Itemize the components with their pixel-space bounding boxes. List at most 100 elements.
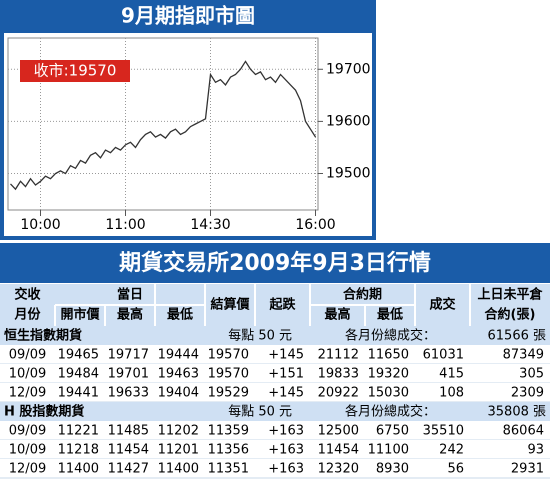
cell: 12/09 (9, 462, 46, 477)
cell: 11351 (208, 462, 249, 477)
cell: 10/09 (9, 367, 46, 382)
x-tick-label: 10:00 (20, 217, 60, 233)
price-line (10, 60, 317, 191)
cell: 11218 (58, 443, 99, 458)
cell: 11400 (158, 462, 199, 477)
header-label: 起跌 (268, 297, 296, 313)
row-bg (0, 364, 550, 383)
cell: +163 (268, 424, 304, 439)
cell: 8930 (376, 462, 409, 477)
cell: 10/09 (9, 443, 46, 458)
chart-title: 9月期指即市圖 (121, 4, 255, 28)
header-label: 上日未平倉 (477, 287, 543, 303)
cell: 19441 (58, 386, 99, 401)
cell: +145 (268, 348, 304, 363)
header-label: 合約(張) (485, 307, 536, 323)
cell: 11427 (108, 462, 149, 477)
section-total: 61566 張 (488, 329, 547, 344)
cell: 19404 (158, 386, 199, 401)
cell: 21112 (318, 348, 359, 363)
cell: 19570 (208, 348, 249, 363)
cell: 12500 (318, 424, 359, 439)
cell: 11454 (108, 443, 149, 458)
cell: 19484 (58, 367, 99, 382)
cell: 93 (527, 443, 544, 458)
header-label: 成交 (429, 297, 455, 313)
header-label: 最高 (117, 307, 143, 323)
cell: 2931 (511, 462, 544, 477)
x-tick-label: 16:00 (295, 217, 335, 233)
cell: 108 (439, 386, 464, 401)
header-label: 當日 (117, 287, 143, 303)
section-bg (0, 402, 550, 421)
cell: 19833 (318, 367, 359, 382)
section-name: H 股指數期貨 (4, 404, 84, 420)
y-tick-label: 19600 (326, 113, 371, 129)
cell: +163 (268, 462, 304, 477)
cell: 15030 (368, 386, 409, 401)
section-total-label: 各月份總成交： (345, 328, 436, 344)
header-label: 合約期 (343, 287, 382, 303)
row-bg (0, 440, 550, 459)
section-total: 35808 張 (488, 405, 547, 420)
cell: 19570 (208, 367, 249, 382)
row-bg (0, 421, 550, 440)
cell: 87349 (503, 348, 544, 363)
cell: 12320 (318, 462, 359, 477)
cell: 19633 (108, 386, 149, 401)
cell: 61031 (423, 348, 464, 363)
cell: +163 (268, 443, 304, 458)
header-label: 最低 (377, 307, 403, 323)
y-tick-label: 19500 (326, 166, 371, 182)
cell: 20922 (318, 386, 359, 401)
cell: 19444 (158, 348, 199, 363)
cell: 6750 (376, 424, 409, 439)
x-tick-label: 14:30 (190, 217, 230, 233)
table-title: 期貨交易所2009年9月3日行情 (119, 250, 431, 276)
cell: +151 (268, 367, 304, 382)
section-unit: 每點 50 元 (228, 404, 292, 420)
cell: 11201 (158, 443, 199, 458)
cell: 11356 (208, 443, 249, 458)
cell: 09/09 (9, 348, 46, 363)
row-bg (0, 383, 550, 402)
cell: 11100 (368, 443, 409, 458)
cell: 56 (447, 462, 464, 477)
header-label: 交收 (14, 287, 41, 303)
cell: 19717 (108, 348, 149, 363)
plot-frame (7, 37, 319, 211)
row-bg (0, 345, 550, 364)
cell: 11485 (108, 424, 149, 439)
cell: 19463 (158, 367, 199, 382)
cell: 11400 (58, 462, 99, 477)
cell: 305 (519, 367, 544, 382)
section-bg (0, 326, 550, 345)
cell: +145 (268, 386, 304, 401)
x-tick-label: 11:00 (105, 217, 145, 233)
cell: 19701 (108, 367, 149, 382)
header-label: 最高 (324, 307, 350, 323)
cell: 19320 (368, 367, 409, 382)
header-label: 月份 (13, 307, 41, 323)
header-label: 開市價 (60, 307, 100, 323)
cell: 2309 (511, 386, 544, 401)
cell: 19465 (58, 348, 99, 363)
cell: 12/09 (9, 386, 46, 401)
cell: 11221 (58, 424, 99, 439)
cell: 09/09 (9, 424, 46, 439)
cell: 11454 (318, 443, 359, 458)
cell: 19529 (208, 386, 249, 401)
header-label: 結算價 (210, 297, 250, 313)
header-label: 最低 (167, 307, 193, 323)
section-name: 恒生指數期貨 (4, 328, 82, 344)
annotation-box (20, 60, 130, 82)
cell: 11359 (208, 424, 249, 439)
row-bg (0, 459, 550, 478)
annotation: 收市:19570 (34, 62, 117, 80)
y-tick-label: 19700 (326, 61, 371, 77)
cell: 11650 (368, 348, 409, 363)
cell: 11202 (158, 424, 199, 439)
section-unit: 每點 50 元 (228, 328, 292, 344)
cell: 86064 (503, 424, 544, 439)
